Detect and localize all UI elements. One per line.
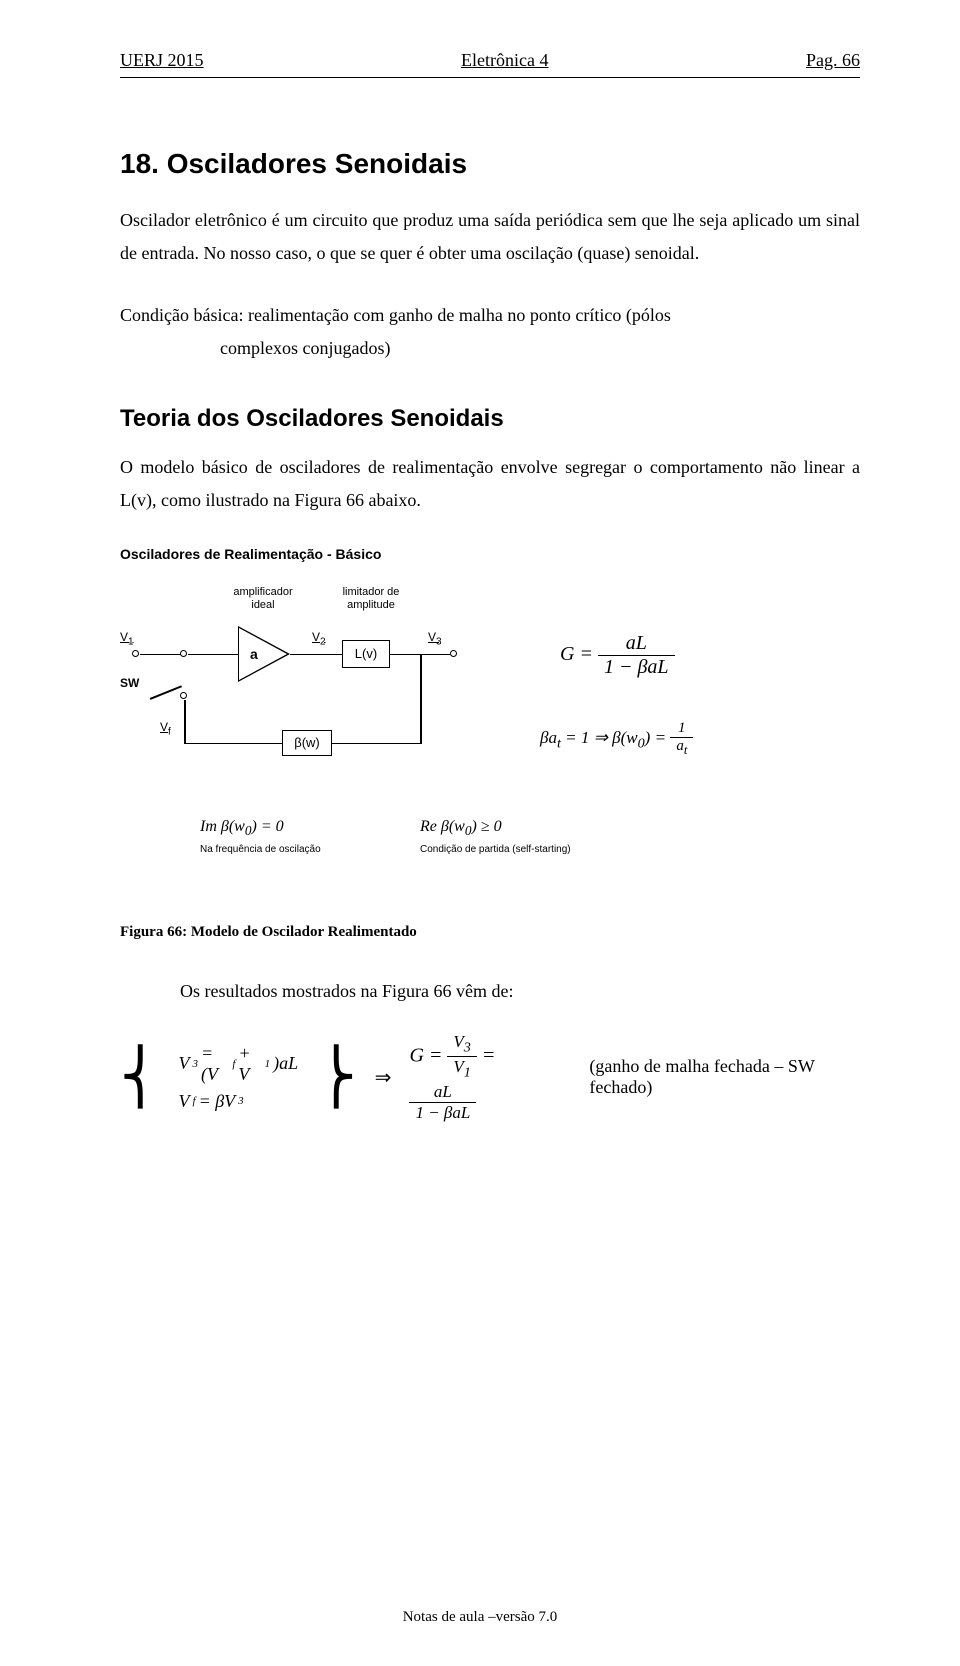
beta-box-label: β(w)	[294, 735, 320, 750]
terminal-v3	[450, 650, 457, 657]
header-right: Pag. 66	[806, 50, 860, 71]
switch-node-b	[180, 692, 187, 699]
switch-node-a	[180, 650, 187, 657]
beta-box: β(w)	[282, 730, 332, 756]
header-center: Eletrônica 4	[461, 50, 548, 71]
condition-line2: complexos conjugados)	[120, 332, 860, 365]
terminal-v1	[132, 650, 139, 657]
left-brace-icon: ⎨	[120, 1061, 161, 1093]
node-v2: V2	[312, 630, 326, 647]
re-condition: Re β(w0) ≥ 0	[420, 818, 502, 839]
implies-arrow: ⇒	[375, 1065, 392, 1090]
eq-row1: V3 = (Vf + V1 )aL	[179, 1043, 299, 1085]
eq-row2: Vf = βV3	[179, 1091, 299, 1112]
figure-caption: Figura 66: Modelo de Oscilador Realiment…	[120, 924, 860, 941]
subsection-title: Teoria dos Osciladores Senoidais	[120, 405, 860, 433]
wire-fb-down	[420, 654, 422, 744]
right-brace-icon: ⎨	[316, 1061, 357, 1093]
beta-condition-formula: βat = 1 ⇒ β(w0) = 1 at	[540, 720, 693, 758]
gain-note: (ganho de malha fechada – SW fechado)	[589, 1056, 860, 1098]
diagram-title: Osciladores de Realimentação - Básico	[120, 546, 860, 562]
equation-system: V3 = (Vf + V1 )aL Vf = βV3	[179, 1043, 299, 1112]
wire-fb-up	[184, 700, 186, 744]
gain-derived: G = V3 V1 = aL 1 − βaL	[409, 1032, 555, 1123]
page-header: UERJ 2015 Eletrônica 4 Pag. 66	[120, 50, 860, 71]
header-left: UERJ 2015	[120, 50, 204, 71]
switch-label: SW	[120, 676, 139, 690]
im-caption: Na frequência de oscilação	[200, 844, 321, 855]
limiter-box: L(v)	[342, 640, 390, 668]
node-v1: V1	[120, 630, 134, 647]
gain-formula: G = aL 1 − βaL	[560, 632, 675, 679]
subsection-paragraph: O modelo básico de osciladores de realim…	[120, 451, 860, 518]
wire-amp-to-lv	[290, 654, 342, 656]
amp-triangle-inner	[239, 628, 287, 680]
switch-arm	[150, 685, 182, 699]
page-footer: Notas de aula –versão 7.0	[0, 1609, 960, 1626]
diagram-container: Osciladores de Realimentação - Básico am…	[120, 546, 860, 890]
block-diagram: amplificadorideal limitador deamplitude …	[120, 570, 860, 890]
condition-paragraph: Condição básica: realimentação com ganho…	[120, 299, 860, 366]
wire-v1-in	[140, 654, 182, 656]
amp-caption: amplificadorideal	[228, 586, 298, 612]
header-rule	[120, 77, 860, 78]
im-condition: Im β(w0) = 0	[200, 818, 284, 839]
wire-fb-to-beta	[332, 743, 422, 745]
condition-line1: Condição básica: realimentação com ganho…	[120, 305, 671, 325]
node-vf: Vf	[160, 720, 171, 737]
wire-to-amp	[188, 654, 238, 656]
limiter-caption: limitador deamplitude	[336, 586, 406, 612]
results-intro: Os resultados mostrados na Figura 66 vêm…	[180, 981, 860, 1002]
amp-gain-label: a	[250, 646, 258, 662]
re-caption: Condição de partida (self-starting)	[420, 844, 571, 855]
limiter-box-label: L(v)	[355, 646, 377, 661]
wire-beta-out	[184, 743, 282, 745]
section-title: 18. Osciladores Senoidais	[120, 148, 860, 180]
node-v3: V3	[428, 630, 442, 647]
section-intro-paragraph: Oscilador eletrônico é um circuito que p…	[120, 204, 860, 271]
derivation-equation: ⎨ V3 = (Vf + V1 )aL Vf = βV3 ⎨ ⇒ G = V3 …	[120, 1032, 860, 1123]
